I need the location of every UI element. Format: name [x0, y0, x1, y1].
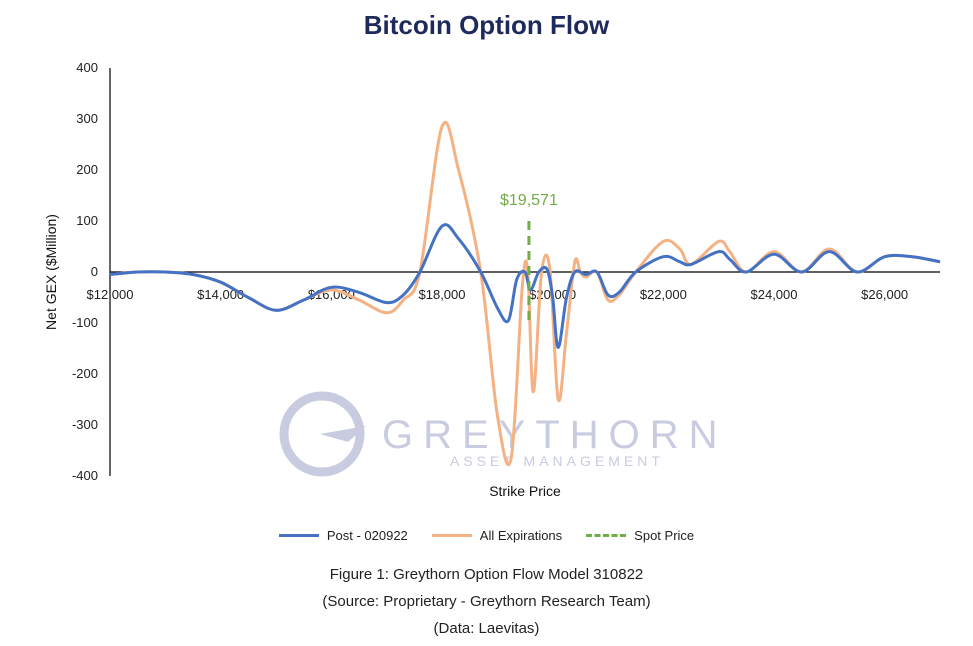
legend-swatch [586, 534, 627, 537]
legend-label: Post - 020922 [326, 528, 408, 543]
watermark-arrow-icon [320, 426, 366, 442]
legend-item: All Expirations [431, 528, 563, 543]
caption-data: (Data: Laevitas) [433, 620, 540, 637]
legend-label: All Expirations [479, 528, 563, 543]
legend-item: Spot Price [586, 528, 694, 543]
chart-canvas: GREYTHORN ASSET MANAGEMENT 400 300 200 100 0… [43, 60, 941, 499]
x-tick-label: $26,000 [861, 287, 908, 302]
legend-item: Post - 020922 [278, 528, 408, 543]
legend-swatch [431, 534, 472, 537]
series-line-all-expirations [109, 121, 941, 467]
watermark-logo: GREYTHORN ASSET MANAGEMENT [279, 391, 728, 477]
y-tick-label: -100 [72, 315, 98, 330]
x-tick-label: $12,000 [87, 287, 134, 302]
y-tick-label: 100 [76, 213, 98, 228]
watermark-circle-icon [279, 391, 365, 477]
y-tick-label: 300 [76, 111, 98, 126]
y-tick-label: -200 [72, 366, 98, 381]
watermark-subtitle: ASSET MANAGEMENT [450, 453, 664, 469]
spot-price-label: $19,571 [500, 192, 558, 209]
legend-swatch [278, 534, 319, 537]
chart-title: Bitcoin Option Flow [363, 10, 610, 40]
series-layer: $19,571 [109, 121, 941, 467]
legend-label: Spot Price [634, 528, 695, 543]
y-tick-label: 400 [76, 60, 98, 75]
y-tick-label: -400 [72, 468, 98, 483]
series-line-post-020922 [109, 223, 941, 349]
x-tick-label: $18,000 [419, 287, 466, 302]
y-tick-label: -300 [72, 417, 98, 432]
x-tick-label: $24,000 [751, 287, 798, 302]
y-axis-title: Net GEX ($Million) [43, 214, 59, 330]
chart-legend: Post - 020922 All Expirations Spot Price [0, 528, 973, 543]
y-tick-label: 0 [91, 264, 98, 279]
caption-figure: Figure 1: Greythorn Option Flow Model 31… [329, 566, 644, 583]
x-axis-title: Strike Price [489, 483, 561, 499]
x-tick-label: $14,000 [197, 287, 244, 302]
caption-source: (Source: Proprietary - Greythorn Researc… [322, 593, 651, 610]
watermark-name: GREYTHORN [382, 413, 728, 457]
x-tick-label: $22,000 [640, 287, 687, 302]
y-tick-label: 200 [76, 162, 98, 177]
